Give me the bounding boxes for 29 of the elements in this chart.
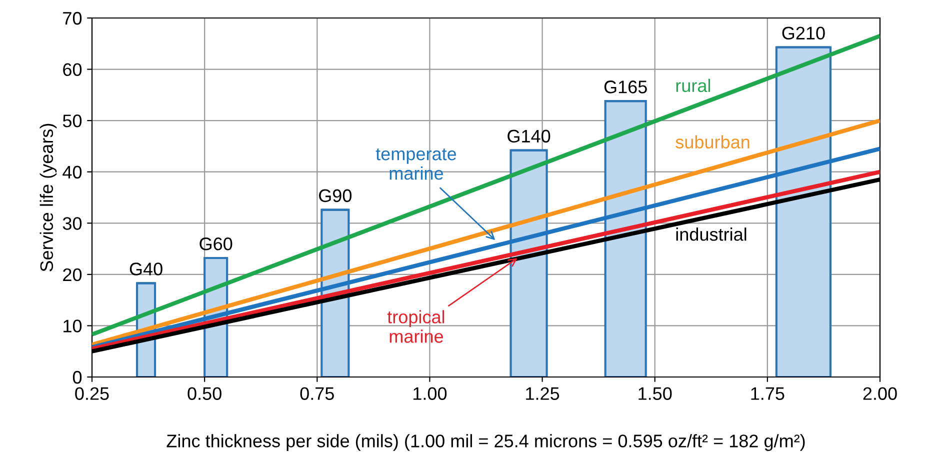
y-tick-label: 50 (62, 114, 82, 128)
y-tick-label: 40 (62, 166, 82, 179)
y-tick-label: 70 (63, 12, 82, 25)
x-tick-label: 0.75 (300, 387, 334, 400)
x-tick-label: 0.50 (188, 387, 222, 400)
annotation: G210 (782, 26, 825, 40)
series-label: industrial (676, 228, 746, 241)
series-label: tropical marine (387, 310, 444, 343)
y-tick-label: 60 (63, 63, 82, 76)
text: temperate marine (376, 148, 456, 180)
annotation: G90 (319, 189, 352, 202)
series-label: rural (676, 78, 710, 92)
y-tick-label: 20 (63, 268, 82, 282)
x-axis-title: Zinc thickness per side (mils) (1.00 mil = 25.4 microns = 0.595 oz/ft² = 182 g/m²) (166, 434, 805, 451)
annotation: G165 (604, 80, 647, 94)
x-tick-label: 1.75 (751, 387, 784, 400)
x-tick-label: 0.25 (75, 387, 109, 400)
x-tick-label: 1.00 (414, 387, 447, 400)
annotation: G140 (508, 130, 550, 143)
series-label: suburban (676, 135, 750, 148)
x-tick-label: 2.00 (863, 387, 897, 400)
annotation: G40 (130, 262, 162, 276)
y-axis-title: Service life (years) (40, 124, 57, 272)
annotation: G60 (200, 237, 232, 250)
y-tick-label: 30 (62, 217, 82, 230)
y-tick-label: 10 (64, 320, 82, 332)
y-tick-label: 0 (72, 370, 82, 384)
x-tick-label: 1.50 (638, 387, 672, 400)
x-tick-label: 1.25 (526, 387, 560, 400)
